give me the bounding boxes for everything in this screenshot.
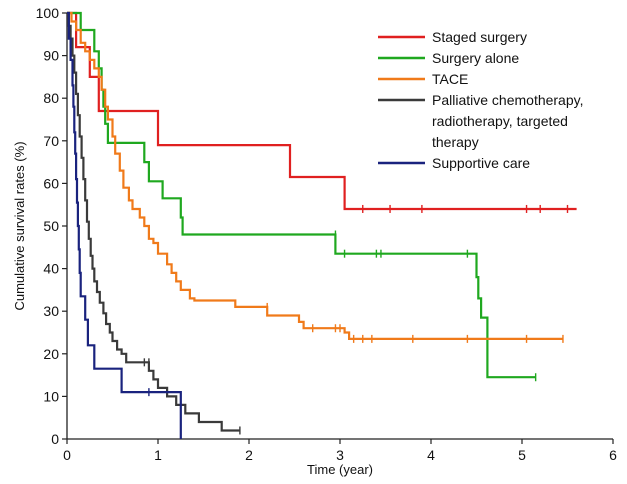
x-axis-title: Time (year) xyxy=(307,462,373,477)
x-tick-label: 6 xyxy=(609,447,617,463)
series-layer xyxy=(67,11,577,439)
x-tick-label: 5 xyxy=(518,447,526,463)
series-group xyxy=(67,11,182,439)
x-axis: 0 1 2 3 4 5 6 xyxy=(63,438,617,463)
legend-label: therapy xyxy=(432,134,479,150)
series-group xyxy=(67,11,241,435)
x-tick-label: 0 xyxy=(63,447,71,463)
y-tick-label: 30 xyxy=(43,303,59,319)
y-tick-label: 70 xyxy=(43,133,59,149)
x-tick-label: 1 xyxy=(154,447,162,463)
series-line xyxy=(67,11,536,379)
y-tick-label: 0 xyxy=(51,431,59,447)
series-line xyxy=(67,11,563,340)
y-tick-label: 90 xyxy=(43,48,59,64)
legend-label: Staged surgery xyxy=(432,29,527,45)
series-group xyxy=(67,11,537,382)
series-group xyxy=(67,11,564,343)
legend-label: Surgery alone xyxy=(432,50,519,66)
y-tick-label: 20 xyxy=(43,346,59,362)
y-tick-label: 50 xyxy=(43,218,59,234)
x-tick-label: 3 xyxy=(336,447,344,463)
x-tick-label: 2 xyxy=(245,447,253,463)
x-tick-label: 4 xyxy=(427,447,435,463)
series-line xyxy=(67,11,240,432)
legend: Staged surgery Surgery alone TACE Palliativ… xyxy=(378,29,583,171)
legend-label: TACE xyxy=(432,71,468,87)
series-group xyxy=(67,11,577,213)
y-tick-label: 80 xyxy=(43,90,59,106)
y-axis-title: Cumulative survival rates (%) xyxy=(12,141,27,310)
y-tick-label: 60 xyxy=(43,175,59,191)
legend-label: Palliative chemotherapy, xyxy=(432,92,583,108)
y-tick-label: 100 xyxy=(36,5,60,21)
legend-label: radiotherapy, targeted xyxy=(432,113,568,129)
y-tick-label: 40 xyxy=(43,261,59,277)
legend-label: Supportive care xyxy=(432,155,530,171)
y-tick-label: 10 xyxy=(43,388,59,404)
series-line xyxy=(67,11,577,211)
series-line xyxy=(67,11,182,439)
y-axis: 0 10 20 30 40 50 60 70 80 90 100 xyxy=(36,5,68,447)
